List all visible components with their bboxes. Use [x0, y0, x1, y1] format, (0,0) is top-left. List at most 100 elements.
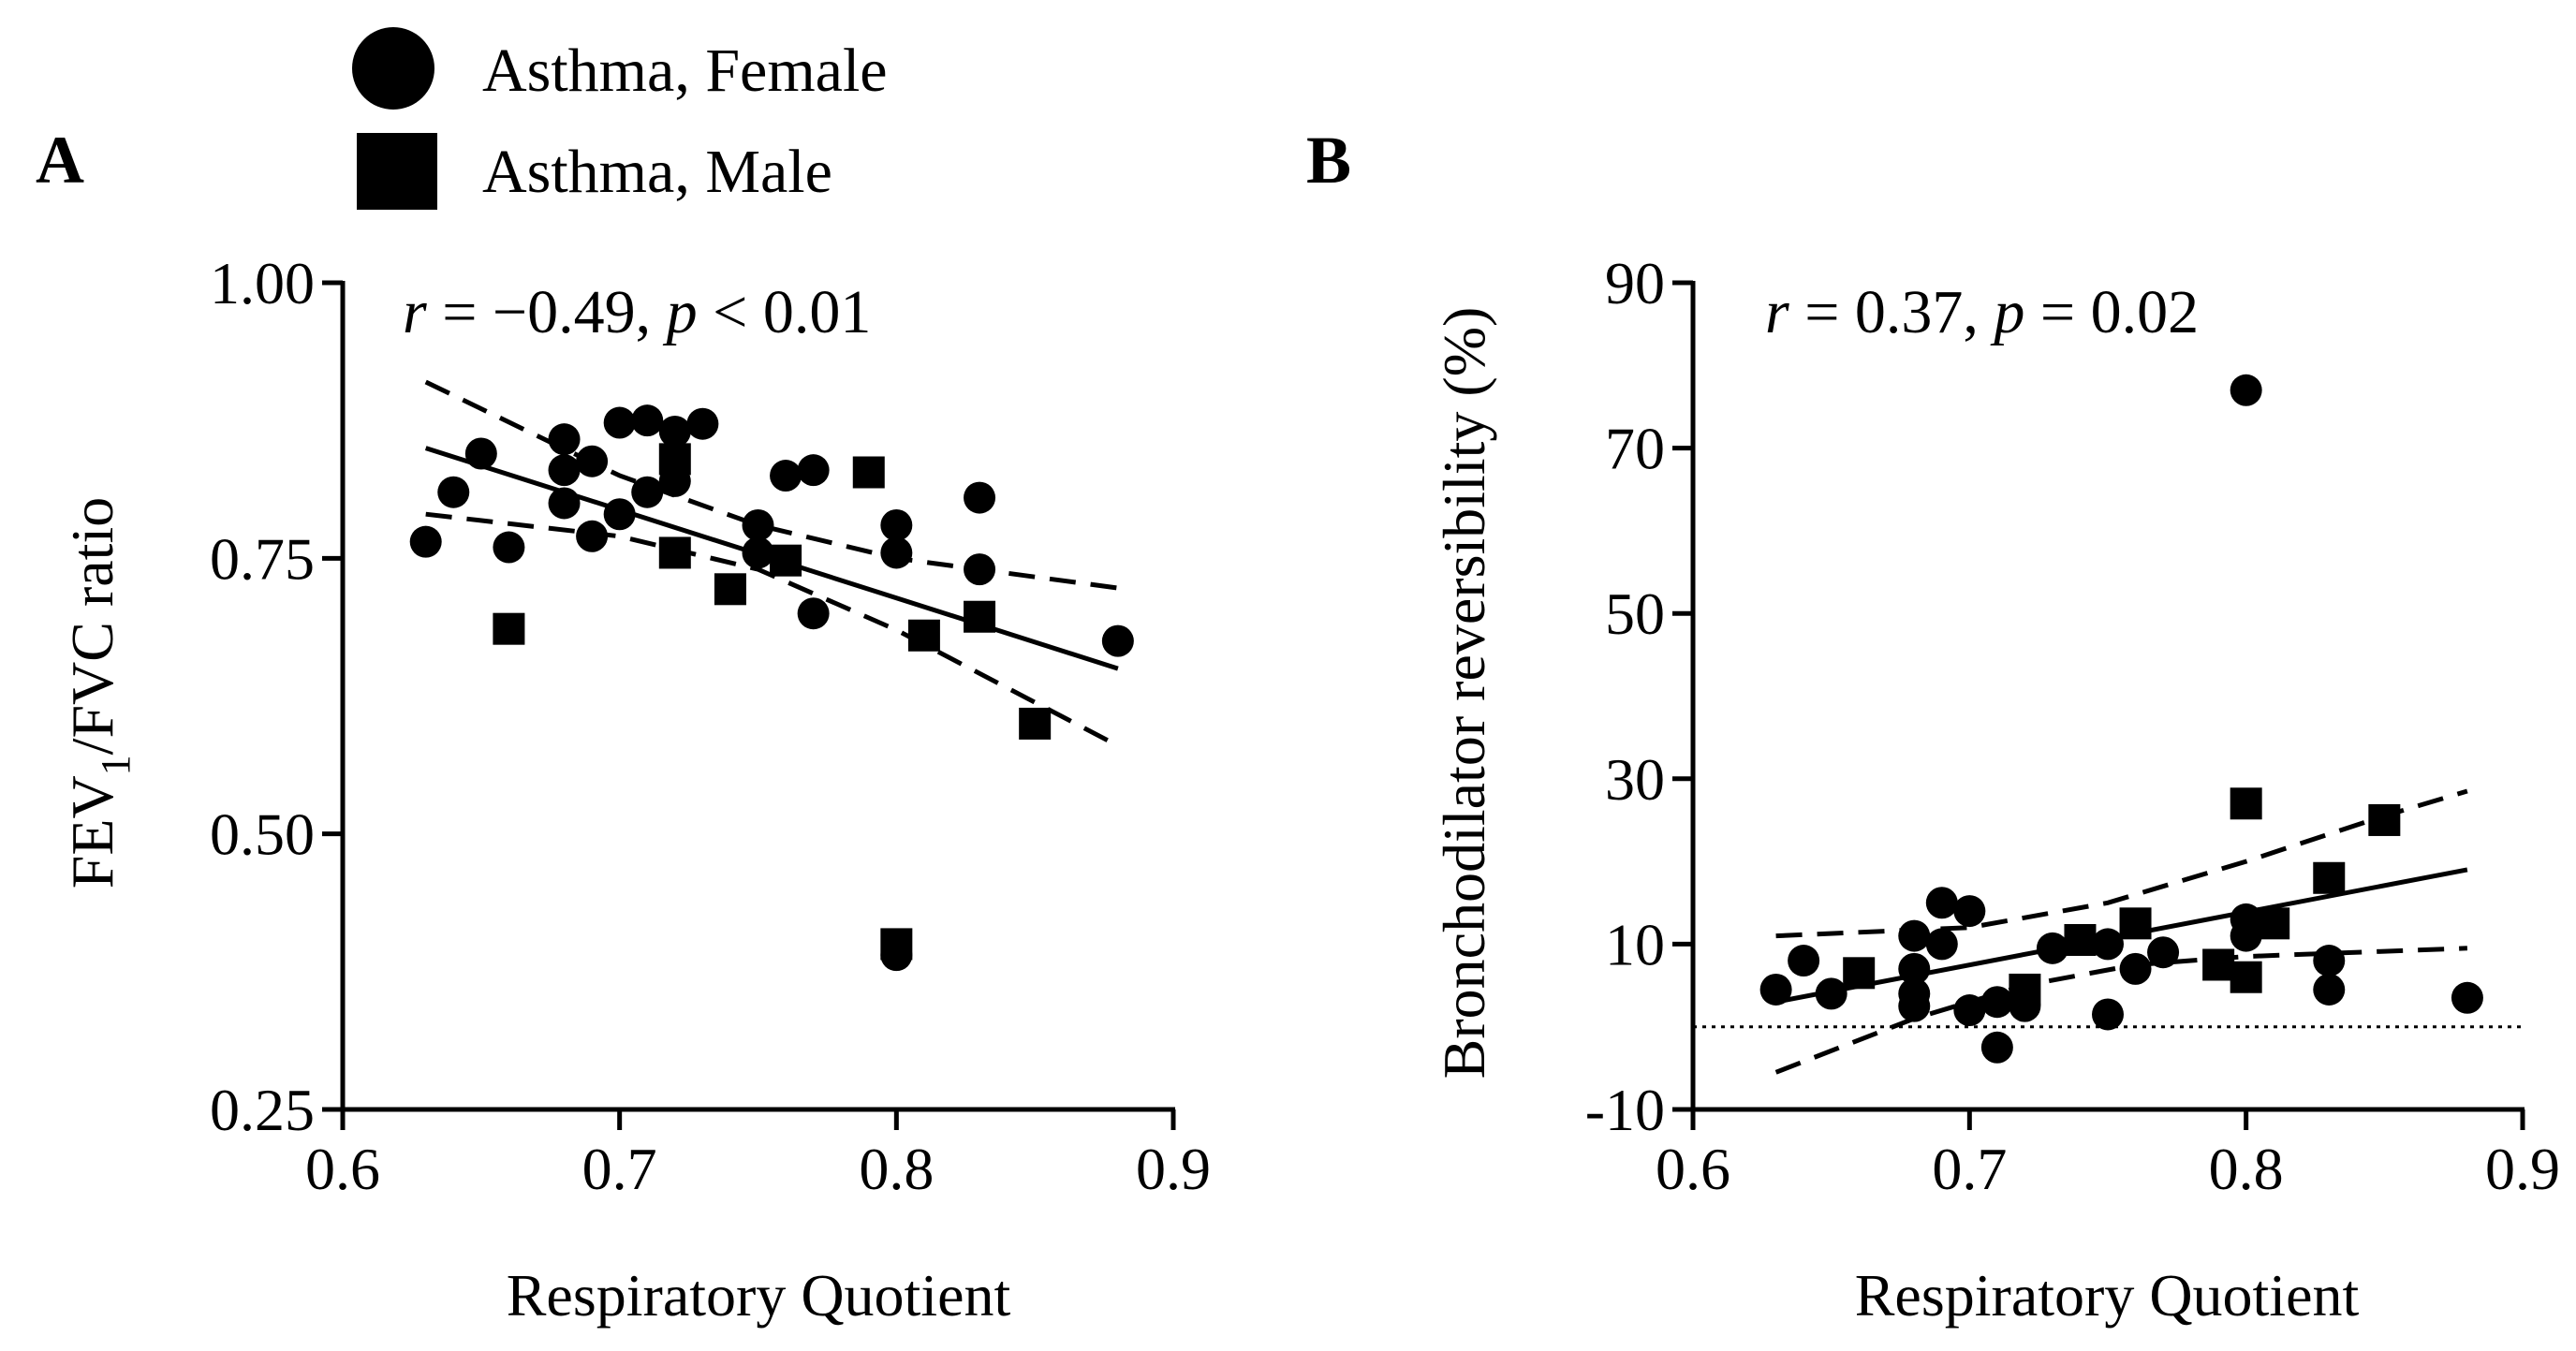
panel-b-point-female [1788, 945, 1820, 977]
panel-b-point-female [1980, 1031, 2013, 1064]
panel-b-point-male [2230, 787, 2262, 820]
panel-a-y-axis-title: FEV1/FVC ratio [59, 497, 139, 888]
panel-a-point-male [880, 928, 913, 961]
panel-a-point-female [797, 597, 830, 630]
panel-a-chart: A r = −0.49, p < 0.01 FEV1/FVC ratio Res… [36, 123, 1211, 1329]
legend-marker-circle [352, 27, 434, 110]
panel-a-x-tick-label: 0.6 [305, 1136, 380, 1202]
panel-a-point-male [658, 443, 691, 476]
panel-a-point-female [437, 476, 470, 508]
panel-a-point-female [686, 407, 719, 440]
panel-a-x-tick-label: 0.7 [582, 1136, 657, 1202]
panel-a-point-female [576, 520, 609, 552]
panel-b-point-female [2092, 998, 2124, 1031]
panel-b-point-female [2230, 374, 2262, 406]
panel-b-point-female [2313, 945, 2346, 977]
panel-b-point-female [1925, 928, 1958, 961]
panel-a-point-female [1101, 624, 1134, 657]
panel-a-y-tick-label: 0.50 [210, 801, 315, 868]
panel-b-point-female [2036, 932, 2068, 964]
panel-a-point-male [964, 600, 996, 633]
panel-a-point-female [409, 525, 442, 558]
panel-a-point-female [880, 536, 913, 569]
panel-a-point-male [493, 612, 525, 645]
panel-a-stat: r = −0.49, p < 0.01 [403, 278, 871, 346]
panel-b-point-female [2230, 919, 2262, 952]
panel-b-x-axis-title: Respiratory Quotient [1855, 1262, 2360, 1329]
panel-a-point-female [464, 437, 497, 470]
panel-b-letter: B [1306, 123, 1351, 198]
panel-a-ci-lower-line [425, 511, 1120, 748]
panel-b-chart: B r = 0.37, p = 0.02 Bronchodilator reve… [1306, 123, 2560, 1329]
panel-b-x-tick-label: 0.8 [2209, 1136, 2284, 1202]
panel-a-point-female [631, 404, 664, 437]
panel-b-point-female [1898, 919, 1931, 952]
panel-b-y-tick-label: 70 [1605, 416, 1665, 482]
panel-a-point-female [964, 481, 996, 514]
panel-b-point-female [1898, 952, 1931, 985]
panel-a-point-female [964, 553, 996, 586]
panel-b-point-male [1843, 957, 1876, 990]
panel-a-point-female [548, 423, 581, 456]
panel-a-point-female [880, 509, 913, 542]
panel-a-point-female [603, 406, 636, 439]
panel-b-point-male [2064, 923, 2097, 956]
panel-b-point-female [1980, 986, 2013, 1019]
panel-b-y-axis-title: Bronchodilator reversibility (%) [1431, 307, 1497, 1079]
panel-b-y-tick-label: 10 [1605, 911, 1665, 977]
panel-a-point-male [770, 544, 802, 577]
panel-b-x-tick-label: 0.6 [1656, 1136, 1730, 1202]
panel-b-stat: r = 0.37, p = 0.02 [1765, 278, 2199, 346]
panel-b-y-tick-label: 90 [1605, 250, 1665, 316]
panel-a-point-female [576, 445, 609, 477]
panel-b-point-female [2313, 973, 2346, 1006]
panel-b-point-female [2147, 936, 2180, 969]
panel-b-point-female [2092, 928, 2124, 961]
panel-b-point-male [2313, 861, 2346, 894]
panel-a-point-male [907, 619, 940, 652]
panel-b-point-female [1759, 973, 1792, 1006]
panel-b-y-tick-label: 30 [1605, 746, 1665, 813]
legend: Asthma, Female Asthma, Male [352, 27, 888, 210]
panel-b-point-male [2119, 907, 2152, 940]
panel-a-point-female [770, 460, 802, 492]
panel-b-point-female [1953, 994, 1986, 1027]
panel-a-y-tick-label: 0.75 [210, 525, 315, 592]
panel-b-point-male [2230, 961, 2262, 993]
panel-a-point-male [714, 573, 746, 606]
panel-b-point-female [1815, 977, 1847, 1010]
legend-label-female: Asthma, Female [482, 37, 888, 105]
panel-a-point-female [742, 536, 774, 569]
panel-a-point-female [548, 454, 581, 487]
panel-b-y-tick-label: -10 [1585, 1077, 1665, 1143]
panel-b-point-female [1898, 990, 1931, 1022]
legend-marker-square [357, 133, 437, 210]
panel-a-point-male [658, 536, 691, 569]
panel-a-letter: A [36, 123, 84, 198]
panel-a-y-tick-label: 1.00 [210, 250, 315, 316]
panel-b-point-female [2451, 981, 2483, 1014]
panel-a-point-female [797, 454, 830, 487]
panel-b-point-male [2258, 907, 2290, 940]
legend-label-male: Asthma, Male [482, 138, 832, 206]
panel-a-point-male [852, 456, 885, 489]
panel-b-y-tick-label: 50 [1605, 580, 1665, 647]
panel-a-point-female [742, 509, 774, 542]
panel-b-x-tick-label: 0.9 [2485, 1136, 2560, 1202]
panel-a-x-axis-title: Respiratory Quotient [507, 1262, 1011, 1329]
panel-b-point-female [1953, 895, 1986, 928]
panel-a-x-tick-label: 0.8 [859, 1136, 934, 1202]
panel-a-y-tick-label: 0.25 [210, 1077, 315, 1143]
panel-b-point-male [2368, 803, 2401, 836]
panel-a-point-female [658, 415, 691, 448]
panel-b-point-male [2202, 948, 2235, 981]
panel-b-point-female [2119, 952, 2152, 985]
panel-b-point-female [1925, 887, 1958, 919]
panel-b-x-tick-label: 0.7 [1932, 1136, 2007, 1202]
panel-a-point-female [603, 498, 636, 531]
panel-a-point-male [1019, 707, 1052, 740]
panel-a-x-tick-label: 0.9 [1136, 1136, 1211, 1202]
panel-a-point-female [631, 476, 664, 508]
panel-a-point-female [548, 487, 581, 520]
